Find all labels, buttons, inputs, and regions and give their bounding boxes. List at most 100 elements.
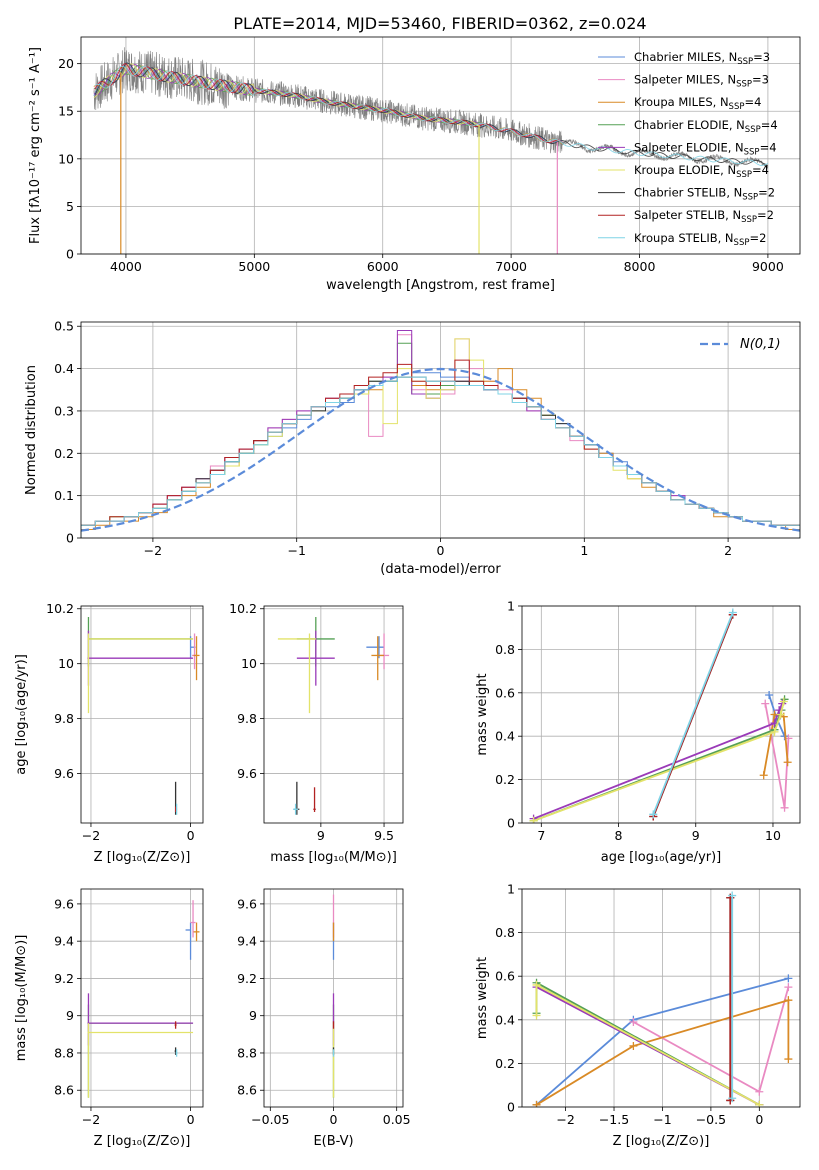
y-axis-label: Normed distribution <box>24 365 39 495</box>
x-tick-label: 1 <box>580 543 588 558</box>
x-tick-label: 9.5 <box>374 828 394 843</box>
legend: Chabrier MILES, NSSP=3 Salpeter MILES, NS… <box>598 50 778 248</box>
x-axis-label: Z [log₁₀(Z/Z⊙)] <box>94 1134 191 1149</box>
y-tick-label: 9.2 <box>54 971 74 986</box>
series-kroupa_stelib <box>728 891 737 1103</box>
y-tick-label: 0.3 <box>54 403 74 418</box>
x-axis-label: (data-model)/error <box>380 562 501 577</box>
y-tick-label: 9.2 <box>237 971 257 986</box>
data-point-kroupa_stelib <box>293 803 299 815</box>
y-axis-label: mass weight <box>475 673 490 755</box>
series-marker <box>629 1041 638 1050</box>
axes-frame <box>80 36 801 255</box>
y-tick-label: 9 <box>249 1008 257 1023</box>
x-tick-label: −2 <box>82 1112 100 1127</box>
series-line <box>533 703 784 820</box>
y-tick-label: 10 <box>241 656 257 671</box>
x-axis-label: mass [log₁₀(M/M⊙)] <box>270 850 397 865</box>
x-tick-label: 9 <box>692 828 700 843</box>
plot-area <box>93 47 769 254</box>
y-tick-label: 9 <box>66 1008 74 1023</box>
y-tick-label: 0 <box>507 816 515 831</box>
series-marker <box>532 1100 541 1107</box>
y-tick-label: 0 <box>507 1100 515 1115</box>
data-point-salpeter_miles <box>190 900 196 938</box>
legend-label: Kroupa STELIB, NSSP=2 <box>634 231 766 248</box>
y-tick-label: 9.6 <box>54 896 74 911</box>
x-tick-label: 9000 <box>752 259 784 274</box>
series-kroupa_miles <box>532 996 793 1107</box>
y-tick-label: 9.6 <box>237 896 257 911</box>
plot-area <box>277 616 390 815</box>
y-tick-label: 10 <box>58 151 74 166</box>
age-vs-mass-chart: 9 9.5 9.6 9.8 10 10.2 mass [log₁₀(M/M⊙)] <box>229 601 404 865</box>
x-tick-label: 4000 <box>110 259 142 274</box>
series-marker <box>532 980 541 989</box>
data-point-chabrier_elodie <box>87 616 194 667</box>
y-tick-label: 1 <box>507 882 515 897</box>
series-kroupa_elodie <box>529 697 788 823</box>
data-point-kroupa_miles <box>371 636 385 681</box>
y-tick-label: 0 <box>66 531 74 546</box>
series-marker <box>765 690 774 699</box>
y-tick-label: 9.8 <box>237 711 257 726</box>
series-line <box>533 701 785 822</box>
y-tick-label: 8.8 <box>54 1045 74 1060</box>
x-tick-label: 0 <box>187 1112 195 1127</box>
x-tick-label: 6000 <box>367 259 399 274</box>
data-point-salpeter_stelib <box>174 806 177 813</box>
x-tick-label: 9 <box>317 828 325 843</box>
axes: −2 −1.5 −1 −0.5 0 0 0.2 0.4 0.6 0.8 1 Z [log₁₀(Z/Z⊙… <box>475 882 801 1149</box>
axes: 7 8 9 10 0 0.2 0.4 0.6 0.8 1 age [log₁₀(age/yr)] ma… <box>475 599 801 865</box>
weight-vs-age-chart: 7 8 9 10 0 0.2 0.4 0.6 0.8 1 age [log₁₀(age/yr)] ma… <box>475 599 801 865</box>
x-tick-label: −0.05 <box>251 1112 289 1127</box>
data-point-chabrier_miles <box>185 922 192 960</box>
axes: 4000 5000 6000 7000 8000 9000 0 5 10 15 20 waveleng… <box>28 36 801 293</box>
x-tick-label: 0 <box>187 828 195 843</box>
x-tick-label: 0 <box>437 543 445 558</box>
x-axis-label: Z [log₁₀(Z/Z⊙)] <box>94 850 191 865</box>
legend-label: Kroupa MILES, NSSP=4 <box>634 95 761 112</box>
legend: N(0,1) <box>700 337 781 352</box>
mass-vs-metallicity-chart: −2 0 8.6 8.8 9 9.2 9.4 9.6 Z [log₁₀(Z/Z⊙)] mass [… <box>14 888 204 1149</box>
axes: 9 9.5 9.6 9.8 10 10.2 mass [log₁₀(M/M⊙)] <box>229 601 404 865</box>
grid-lines <box>522 605 800 824</box>
figure-title: PLATE=2014, MJD=53460, FIBERID=0362, z=0… <box>233 14 646 33</box>
y-tick-label: 0.2 <box>495 772 515 787</box>
weight-vs-metallicity-chart: −2 −1.5 −1 −0.5 0 0 0.2 0.4 0.6 0.8 1 Z [log₁₀(Z/Z⊙… <box>475 882 801 1149</box>
y-tick-label: 10.2 <box>46 601 74 616</box>
y-tick-label: 9.6 <box>237 766 257 781</box>
x-tick-label: −1 <box>287 543 305 558</box>
age-vs-metallicity-chart: −2 0 9.6 9.8 10 10.2 Z [log₁₀(Z/Z⊙)] age [log₁₀… <box>14 601 204 865</box>
series-marker <box>784 974 793 983</box>
x-tick-label: −0.5 <box>696 1112 726 1127</box>
plot-area <box>81 330 800 538</box>
series-line <box>536 998 790 1106</box>
y-tick-label: 9.6 <box>54 766 74 781</box>
y-tick-label: 9.4 <box>54 934 74 949</box>
data-point-chabrier_miles <box>366 636 385 659</box>
series-kroupa_elodie <box>532 980 764 1107</box>
series-marker <box>770 727 779 736</box>
y-tick-label: 0.1 <box>54 488 74 503</box>
x-axis-label: E(B-V) <box>313 1134 353 1149</box>
legend-label: N(0,1) <box>740 337 781 352</box>
data-point-kroupa_miles <box>193 636 200 681</box>
legend-label: Salpeter ELODIE, NSSP=4 <box>634 140 777 157</box>
series-marker <box>784 1055 793 1064</box>
axes-frame <box>80 605 204 824</box>
x-tick-label: 0.05 <box>383 1112 411 1127</box>
series-marker <box>779 697 788 706</box>
data-point-kroupa_stelib <box>175 803 178 815</box>
series-marker <box>755 1087 764 1096</box>
legend-label: Salpeter MILES, NSSP=3 <box>634 73 769 90</box>
legend-label: Chabrier MILES, NSSP=3 <box>634 50 770 67</box>
data-point-kroupa_elodie <box>87 633 194 714</box>
data-point-kroupa_elodie <box>277 633 316 714</box>
series-kroupa_stelib <box>649 608 737 819</box>
observed-spectrum <box>93 47 769 169</box>
series-marker <box>755 1100 764 1107</box>
series-marker <box>728 608 737 617</box>
series-marker <box>532 1011 541 1020</box>
data-point-salpeter_stelib <box>313 787 316 813</box>
